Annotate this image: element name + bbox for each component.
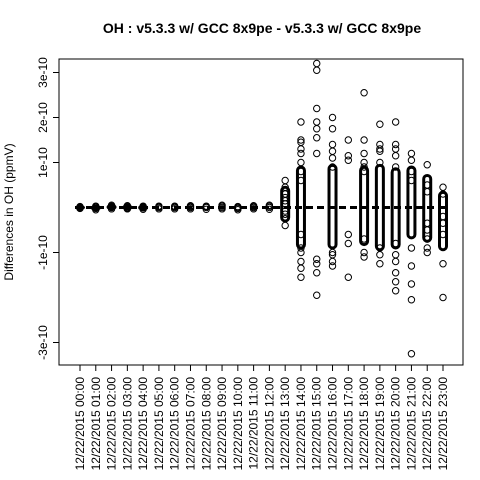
y-tick-label: -1e-10 [36, 235, 50, 270]
data-point [392, 279, 398, 285]
data-point [298, 159, 304, 165]
data-point [314, 150, 320, 156]
point-band [376, 165, 383, 249]
x-tick-label: 12/22/2015 03:00 [120, 377, 134, 471]
data-point [345, 231, 351, 237]
x-tick-label: 12/22/2015 19:00 [373, 377, 387, 471]
y-tick-label: 1e-10 [36, 147, 50, 178]
data-point [314, 67, 320, 73]
x-tick-label: 12/22/2015 00:00 [73, 377, 87, 471]
data-point [392, 270, 398, 276]
data-point [314, 292, 320, 298]
x-tick-label: 12/22/2015 06:00 [168, 377, 182, 471]
data-point [314, 135, 320, 141]
data-point [298, 150, 304, 156]
data-point [440, 294, 446, 300]
x-tick-label: 12/22/2015 09:00 [215, 377, 229, 471]
data-point [408, 245, 414, 251]
data-point [424, 162, 430, 168]
x-tick-label: 12/22/2015 02:00 [105, 377, 119, 471]
data-point [314, 60, 320, 66]
data-point [440, 261, 446, 267]
data-point [408, 157, 414, 163]
x-tick-label: 12/22/2015 16:00 [326, 377, 340, 471]
data-point [392, 153, 398, 159]
x-tick-label: 12/22/2015 14:00 [294, 377, 308, 471]
data-point [408, 150, 414, 156]
data-point [329, 148, 335, 154]
x-tick-label: 12/22/2015 08:00 [199, 377, 213, 471]
data-point [361, 137, 367, 143]
point-band [361, 167, 368, 245]
data-point [392, 119, 398, 125]
x-tick-label: 12/22/2015 04:00 [136, 377, 150, 471]
data-point [424, 249, 430, 255]
y-tick-label: 2e-10 [36, 102, 50, 133]
y-axis: -3e-10 -1e-10 1e-10 2e-10 3e-10 [36, 57, 59, 360]
data-point [440, 184, 446, 190]
x-tick-label: 12/22/2015 11:00 [247, 377, 261, 470]
data-point [392, 146, 398, 152]
data-point [408, 351, 414, 357]
data-point [345, 157, 351, 163]
x-tick-label: 12/22/2015 21:00 [404, 377, 418, 471]
x-tick-label: 12/22/2015 07:00 [183, 377, 197, 471]
data-point [314, 126, 320, 132]
x-tick-label: 12/22/2015 18:00 [357, 377, 371, 471]
x-tick-label: 12/22/2015 20:00 [389, 377, 403, 471]
data-point [282, 177, 288, 183]
data-point [377, 252, 383, 258]
data-point [329, 263, 335, 269]
y-tick-label: 3e-10 [36, 57, 50, 88]
data-point [314, 119, 320, 125]
y-tick-label: -3e-10 [36, 325, 50, 360]
chart-title: OH : v5.3.3 w/ GCC 8x9pe - v5.3.3 w/ GCC… [103, 20, 421, 36]
x-tick-label: 12/22/2015 15:00 [310, 377, 324, 471]
data-point [377, 261, 383, 267]
data-point [408, 263, 414, 269]
x-tick-label: 12/22/2015 12:00 [262, 377, 276, 471]
x-tick-label: 12/22/2015 10:00 [231, 377, 245, 471]
x-tick-label: 12/22/2015 01:00 [89, 377, 103, 471]
data-point [329, 126, 335, 132]
x-tick-label: 12/22/2015 22:00 [420, 377, 434, 471]
x-tick-label: 12/22/2015 17:00 [341, 377, 355, 471]
x-tick-label: 12/22/2015 13:00 [278, 377, 292, 471]
x-tick-label: 12/22/2015 23:00 [436, 377, 450, 471]
y-axis-label: Differences in OH (ppmV) [2, 143, 16, 280]
data-point [392, 258, 398, 264]
data-point [329, 114, 335, 120]
data-point [314, 270, 320, 276]
data-point [314, 261, 320, 267]
data-point [298, 274, 304, 280]
data-point [408, 281, 414, 287]
data-point [408, 297, 414, 303]
data-point [314, 105, 320, 111]
data-point [298, 258, 304, 264]
data-point [298, 265, 304, 271]
x-tick-label: 12/22/2015 05:00 [152, 377, 166, 471]
data-point [298, 249, 304, 255]
data-point [361, 254, 367, 260]
data-point [392, 288, 398, 294]
data-point [329, 141, 335, 147]
data-point [329, 155, 335, 161]
data-point [282, 222, 288, 228]
data-point [377, 121, 383, 127]
data-point [361, 90, 367, 96]
data-point [345, 240, 351, 246]
data-point [345, 274, 351, 280]
data-point [345, 137, 351, 143]
data-point [298, 119, 304, 125]
data-point [392, 252, 398, 258]
x-axis: 12/22/2015 00:00 12/22/2015 01:00 12/22/20… [73, 365, 450, 470]
data-point [361, 150, 367, 156]
plot-frame [59, 59, 463, 365]
